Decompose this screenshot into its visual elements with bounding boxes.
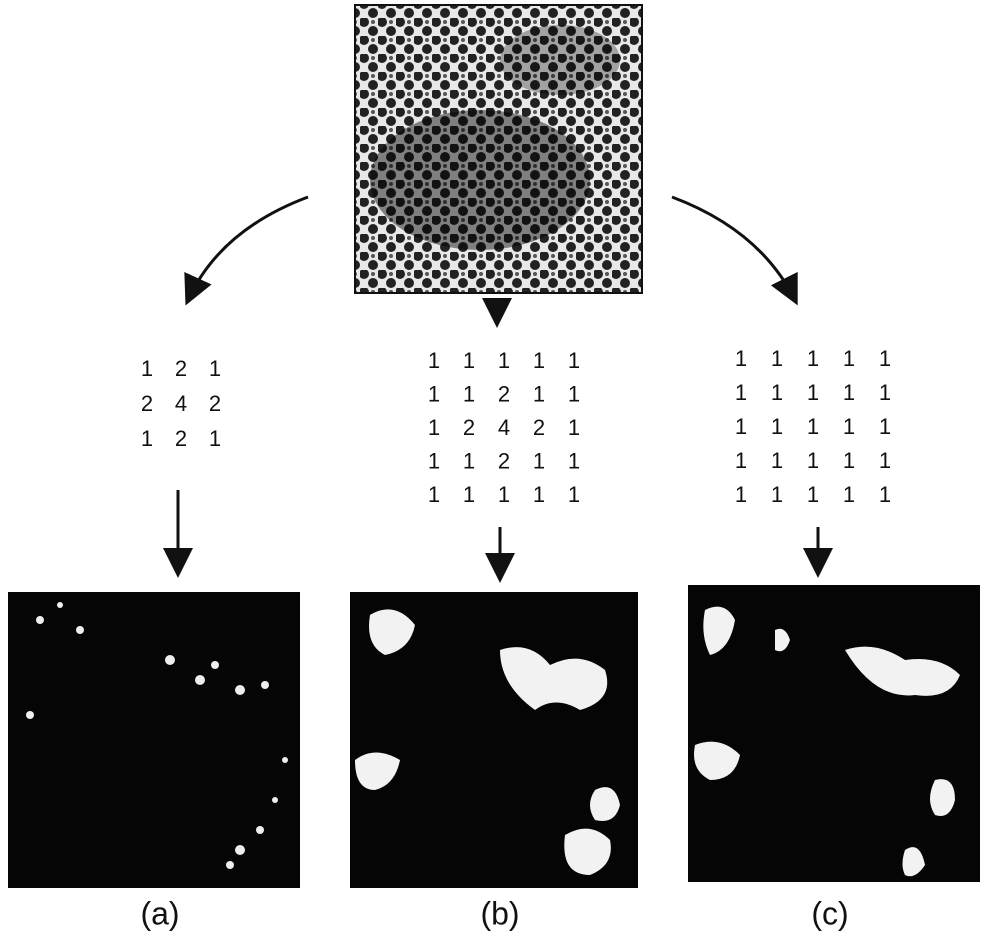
kernel-value: 1 — [463, 448, 475, 473]
kernel-value: 2 — [175, 356, 187, 381]
kernel-value: 1 — [141, 426, 153, 451]
kernel-value: 1 — [879, 380, 891, 405]
kernel-value: 1 — [807, 346, 819, 371]
kernel-value: 1 — [735, 482, 747, 507]
kernel-value: 1 — [843, 482, 855, 507]
kernel-value: 1 — [533, 348, 545, 373]
kernel-value: 1 — [533, 482, 545, 507]
kernel-value: 1 — [879, 414, 891, 439]
kernel-value: 1 — [463, 482, 475, 507]
kernel-value: 1 — [209, 356, 221, 381]
kernel-value: 1 — [463, 381, 475, 406]
kernel-value: 1 — [141, 356, 153, 381]
kernel-value: 1 — [463, 348, 475, 373]
result-a — [8, 592, 300, 888]
kernel-value: 1 — [568, 348, 580, 373]
kernel-value: 1 — [807, 482, 819, 507]
kernel-value: 1 — [568, 415, 580, 440]
kernel-value: 1 — [843, 448, 855, 473]
kernel-value: 1 — [209, 426, 221, 451]
kernel-value: 1 — [807, 380, 819, 405]
kernel-value: 1 — [735, 414, 747, 439]
kernel-value: 1 — [568, 448, 580, 473]
panel-label: (c) — [811, 895, 848, 931]
kernel-value: 1 — [879, 448, 891, 473]
input-texture — [355, 5, 642, 293]
kernel-value: 4 — [175, 391, 187, 416]
kernel-value: 1 — [428, 415, 440, 440]
kernel-value: 1 — [735, 346, 747, 371]
kernel-value: 2 — [209, 391, 221, 416]
kernel-value: 4 — [498, 415, 510, 440]
kernel-value: 1 — [771, 380, 783, 405]
kernel-value: 1 — [879, 346, 891, 371]
kernel-value: 2 — [141, 391, 153, 416]
kernel-value: 2 — [175, 426, 187, 451]
kernel-value: 2 — [498, 448, 510, 473]
kernel-value: 1 — [771, 448, 783, 473]
kernel-value: 1 — [498, 482, 510, 507]
kernel-value: 1 — [533, 448, 545, 473]
kernel-value: 2 — [533, 415, 545, 440]
kernel-value: 2 — [498, 381, 510, 406]
kernel-value: 1 — [843, 346, 855, 371]
kernel-value: 1 — [771, 414, 783, 439]
kernel-value: 2 — [463, 415, 475, 440]
kernel-value: 1 — [568, 381, 580, 406]
kernel-value: 1 — [428, 448, 440, 473]
panel-label: (a) — [140, 895, 179, 931]
result-c — [688, 585, 980, 882]
kernel-value: 1 — [428, 348, 440, 373]
kernel-value: 1 — [428, 482, 440, 507]
kernel-value: 1 — [498, 348, 510, 373]
figure: 1212421211111111211124211121111111111111… — [0, 0, 984, 938]
kernel-value: 1 — [428, 381, 440, 406]
kernel-value: 1 — [879, 482, 891, 507]
kernel-value: 1 — [771, 346, 783, 371]
result-b — [350, 592, 638, 888]
kernel-value: 1 — [807, 448, 819, 473]
kernel-value: 1 — [771, 482, 783, 507]
kernel-value: 1 — [843, 380, 855, 405]
page: 1212421211111111211124211121111111111111… — [0, 0, 984, 938]
kernel-value: 1 — [843, 414, 855, 439]
kernel-value: 1 — [533, 381, 545, 406]
kernel-value: 1 — [735, 380, 747, 405]
panel-label: (b) — [480, 895, 519, 931]
kernel-value: 1 — [568, 482, 580, 507]
kernel-value: 1 — [807, 414, 819, 439]
kernel-value: 1 — [735, 448, 747, 473]
